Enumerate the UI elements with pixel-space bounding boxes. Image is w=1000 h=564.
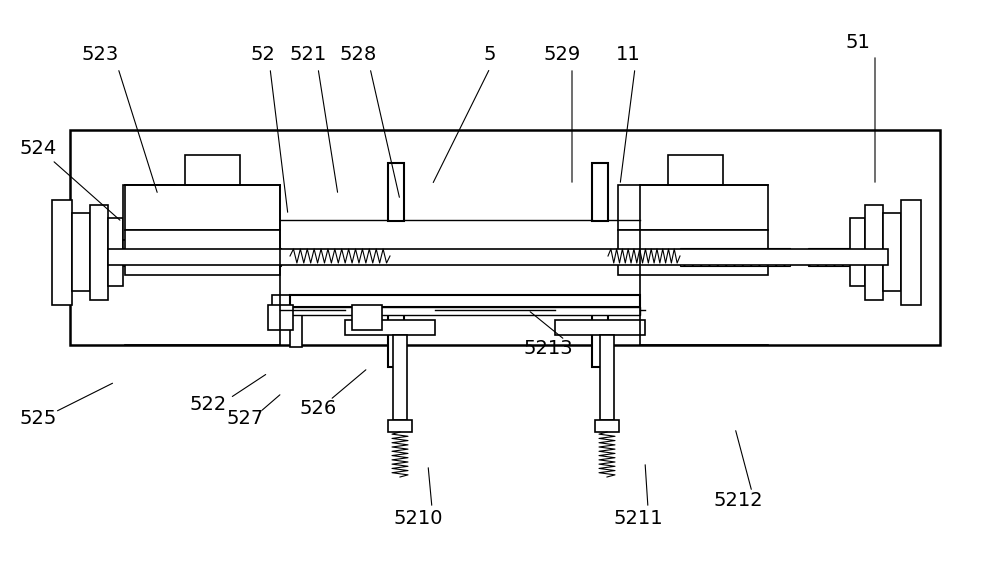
Text: 526: 526 <box>299 399 337 417</box>
Bar <box>70 130 940 345</box>
Bar <box>52 200 72 305</box>
Text: 11: 11 <box>616 46 640 64</box>
Bar <box>555 320 645 335</box>
Bar <box>592 163 608 221</box>
Text: 5213: 5213 <box>523 338 573 358</box>
Text: 525: 525 <box>19 408 57 428</box>
Bar <box>600 335 614 420</box>
Bar <box>388 163 404 221</box>
Bar <box>388 420 412 432</box>
Text: 523: 523 <box>81 46 119 64</box>
Bar <box>272 295 317 307</box>
Text: 522: 522 <box>189 395 227 415</box>
Bar <box>618 185 768 230</box>
Text: 521: 521 <box>289 46 327 64</box>
Bar <box>883 213 901 291</box>
Bar <box>123 248 233 266</box>
Text: 527: 527 <box>226 408 264 428</box>
Text: 5212: 5212 <box>713 491 763 509</box>
Bar <box>123 240 175 265</box>
Bar <box>388 307 404 367</box>
Text: 528: 528 <box>339 46 377 64</box>
Bar <box>352 305 382 330</box>
Text: 5211: 5211 <box>613 509 663 527</box>
Bar <box>72 213 90 291</box>
Bar <box>123 185 175 240</box>
Bar <box>90 205 108 300</box>
Bar <box>865 205 883 300</box>
Bar <box>125 185 280 230</box>
Text: 529: 529 <box>543 46 581 64</box>
Bar <box>108 218 123 286</box>
Bar <box>808 248 850 266</box>
Bar <box>290 307 640 315</box>
Bar <box>850 218 865 286</box>
Text: 52: 52 <box>251 46 275 64</box>
Bar <box>592 307 608 367</box>
Bar <box>393 335 407 420</box>
Bar <box>185 155 240 185</box>
Bar <box>290 295 640 307</box>
Bar <box>680 248 790 266</box>
Bar <box>108 249 888 265</box>
Text: 5: 5 <box>484 46 496 64</box>
Text: 5210: 5210 <box>393 509 443 527</box>
Bar <box>268 305 293 330</box>
Bar <box>618 230 768 275</box>
Bar <box>345 320 435 335</box>
Text: 524: 524 <box>19 139 57 157</box>
Bar <box>668 155 723 185</box>
Bar <box>125 230 280 275</box>
Bar <box>595 420 619 432</box>
Text: 51: 51 <box>846 33 870 51</box>
Bar <box>243 248 281 266</box>
Bar <box>901 200 921 305</box>
Bar <box>290 307 302 347</box>
